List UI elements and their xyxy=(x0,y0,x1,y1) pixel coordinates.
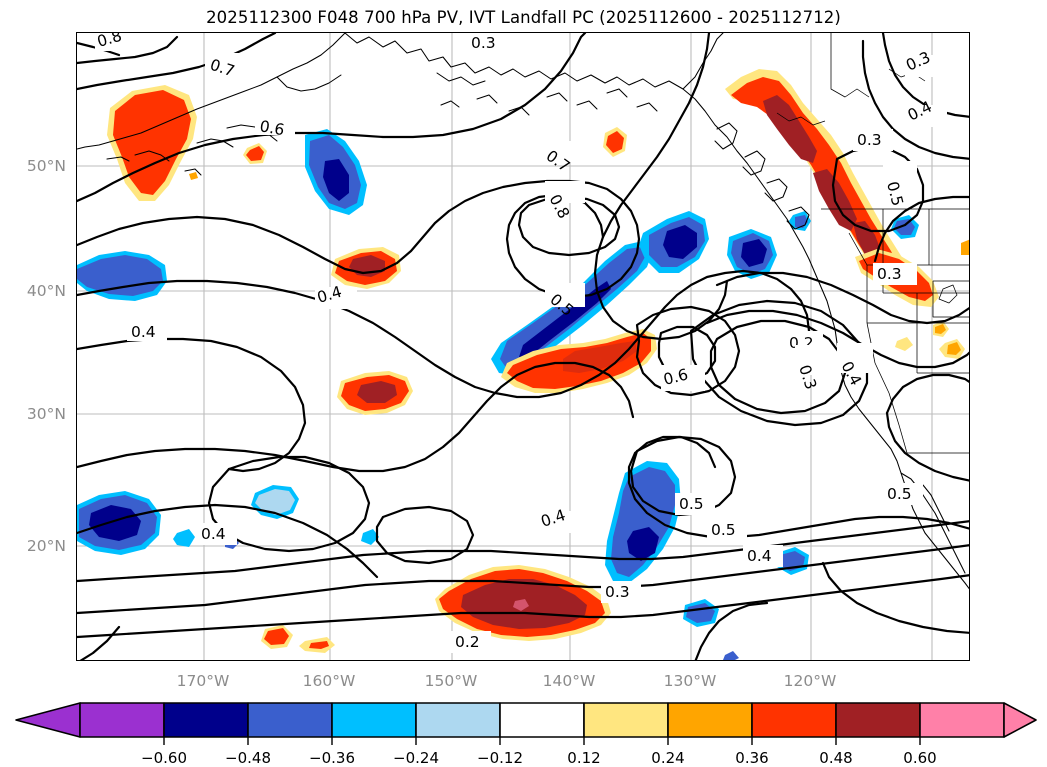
cb-tick-label-5: 0.12 xyxy=(567,749,601,767)
cb-tick-label-3: −0.24 xyxy=(393,749,439,767)
pv-anomaly-shading xyxy=(77,69,969,660)
cb-swatch-0 xyxy=(15,702,81,738)
cb-swatch-9 xyxy=(751,702,837,738)
cb-swatch-12 xyxy=(1003,702,1037,738)
colorbar-canvas xyxy=(15,702,1037,745)
svg-text:0.2: 0.2 xyxy=(455,633,480,651)
cb-swatch-2 xyxy=(163,702,249,738)
colorbar-swatches xyxy=(15,702,1037,738)
svg-text:0.3: 0.3 xyxy=(877,265,902,283)
svg-text:0.6: 0.6 xyxy=(662,365,690,388)
cb-swatch-1 xyxy=(79,702,165,738)
svg-text:0.6: 0.6 xyxy=(258,117,285,139)
colorbar: −0.60 −0.48 −0.36 −0.24 −0.12 0.12 0.24 … xyxy=(0,697,1047,767)
svg-text:0.4: 0.4 xyxy=(131,323,156,341)
svg-text:0.5: 0.5 xyxy=(883,180,906,208)
svg-text:0.5: 0.5 xyxy=(711,521,736,539)
cb-swatch-5 xyxy=(415,702,501,738)
lon-tick-150w: 150°W xyxy=(424,672,478,690)
map-gridlines xyxy=(77,33,969,660)
cb-swatch-10 xyxy=(835,702,921,738)
cb-tick-label-7: 0.36 xyxy=(735,749,769,767)
svg-text:0.3: 0.3 xyxy=(857,131,882,149)
svg-text:0.3: 0.3 xyxy=(471,34,496,52)
cb-tick-label-4: −0.12 xyxy=(477,749,523,767)
svg-text:0.4: 0.4 xyxy=(201,525,226,543)
svg-text:0.3: 0.3 xyxy=(605,583,630,601)
lat-tick-50n: 50°N xyxy=(26,157,66,175)
cb-tick-label-2: −0.36 xyxy=(309,749,355,767)
cb-tick-label-9: 0.60 xyxy=(903,749,937,767)
svg-text:0.4: 0.4 xyxy=(747,547,772,565)
correlation-contours xyxy=(77,33,969,660)
cb-swatch-6 xyxy=(499,702,585,738)
map-canvas: 0.8 0.7 0.6 0.3 0.7 0.8 0.3 0.4 xyxy=(77,33,969,660)
cb-tick-label-6: 0.24 xyxy=(651,749,685,767)
lon-tick-140w: 140°W xyxy=(542,672,596,690)
map-plot-area: 0.8 0.7 0.6 0.3 0.7 0.8 0.3 0.4 xyxy=(76,32,970,661)
cb-swatch-11 xyxy=(919,702,1005,738)
lat-tick-40n: 40°N xyxy=(26,282,66,300)
lat-tick-30n: 30°N xyxy=(26,405,66,423)
cb-swatch-3 xyxy=(247,702,333,738)
lat-tick-20n: 20°N xyxy=(26,537,66,555)
cb-swatch-8 xyxy=(667,702,753,738)
colorbar-ticks xyxy=(163,737,921,745)
cb-swatch-7 xyxy=(583,702,669,738)
contour-labels: 0.8 0.7 0.6 0.3 0.7 0.8 0.3 0.4 xyxy=(95,33,947,653)
svg-text:0.5: 0.5 xyxy=(679,495,704,513)
cb-tick-label-8: 0.48 xyxy=(819,749,853,767)
cb-tick-label-0: −0.60 xyxy=(141,749,187,767)
lon-tick-160w: 160°W xyxy=(302,672,356,690)
svg-text:0.5: 0.5 xyxy=(887,485,912,503)
lon-tick-130w: 130°W xyxy=(663,672,717,690)
cb-tick-label-1: −0.48 xyxy=(225,749,271,767)
page-title: 2025112300 F048 700 hPa PV, IVT Landfall… xyxy=(206,8,841,27)
lon-tick-170w: 170°W xyxy=(176,672,230,690)
lon-tick-120w: 120°W xyxy=(783,672,837,690)
cb-swatch-4 xyxy=(331,702,417,738)
